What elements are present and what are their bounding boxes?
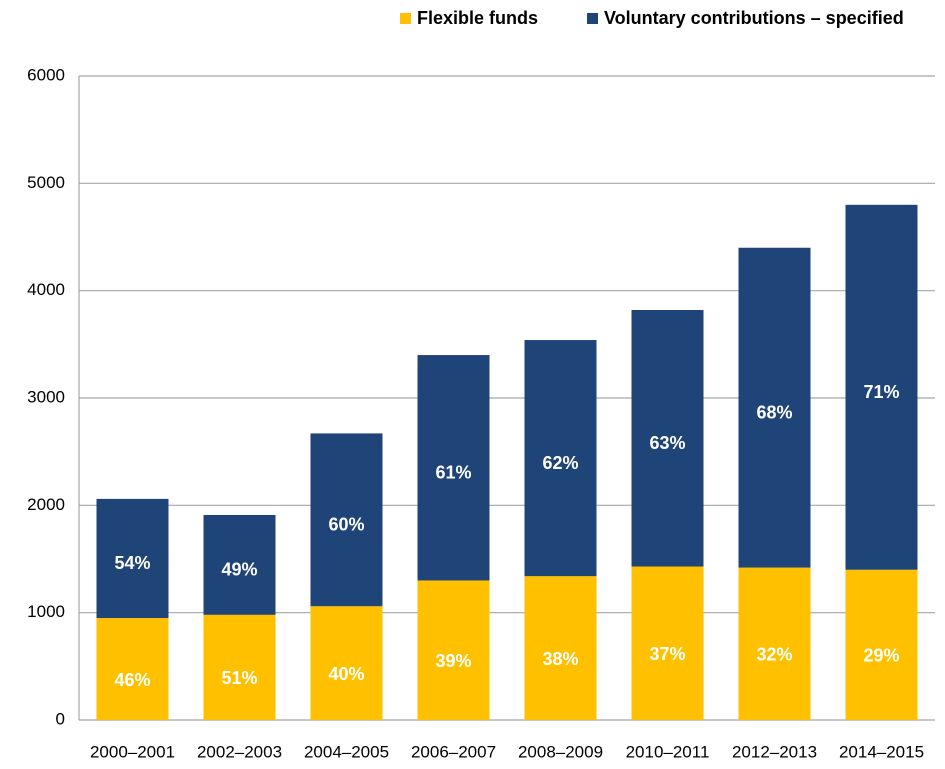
data-label: 46%: [114, 670, 150, 690]
bar-segment: [417, 580, 490, 720]
bar-segment: [203, 514, 276, 615]
bar-segment: [417, 355, 490, 581]
x-tick-label: 2002–2003: [197, 742, 282, 761]
data-label: 39%: [435, 651, 471, 671]
data-label: 68%: [756, 402, 792, 422]
data-label: 60%: [328, 515, 364, 535]
y-tick-label: 1000: [27, 602, 65, 621]
data-label: 37%: [649, 644, 685, 664]
data-label: 54%: [114, 553, 150, 573]
bar-segment: [738, 247, 811, 568]
x-tick-label: 2006–2007: [411, 742, 496, 761]
bar-segment: [96, 618, 169, 720]
legend-swatch: [587, 13, 598, 24]
y-tick-label: 3000: [27, 387, 65, 406]
x-tick-label: 2010–2011: [626, 742, 710, 761]
data-label: 71%: [863, 382, 899, 402]
legend-label: Flexible funds: [417, 8, 538, 28]
y-tick-label: 4000: [27, 280, 65, 299]
bar-segment: [738, 567, 811, 720]
bar-segment: [631, 309, 704, 567]
x-tick-label: 2008–2009: [518, 742, 603, 761]
bar-segment: [524, 576, 597, 720]
bar-segment: [524, 340, 597, 577]
x-tick-label: 2014–2015: [839, 742, 924, 761]
bar-segment: [631, 566, 704, 720]
y-tick-label: 0: [56, 709, 65, 728]
bar-segment: [310, 433, 383, 607]
y-tick-label: 2000: [27, 495, 65, 514]
bar-segment: [845, 569, 918, 720]
bar-segment: [203, 614, 276, 720]
legend-swatch: [400, 13, 411, 24]
data-label: 32%: [756, 645, 792, 665]
data-label: 49%: [221, 560, 257, 580]
x-tick-label: 2000–2001: [90, 742, 175, 761]
data-label: 62%: [542, 453, 578, 473]
y-tick-label: 5000: [27, 173, 65, 192]
data-label: 38%: [542, 649, 578, 669]
bar-segment: [845, 204, 918, 570]
data-label: 40%: [328, 664, 364, 684]
legend-label: Voluntary contributions – specified: [604, 8, 904, 28]
bar-segment: [310, 606, 383, 720]
x-tick-label: 2004–2005: [304, 742, 389, 761]
data-label: 61%: [435, 463, 471, 483]
data-label: 51%: [221, 668, 257, 688]
y-tick-label: 6000: [27, 65, 65, 84]
data-label: 29%: [863, 646, 899, 666]
x-tick-label: 2012–2013: [732, 742, 817, 761]
data-label: 63%: [649, 433, 685, 453]
bar-segment: [96, 498, 169, 619]
